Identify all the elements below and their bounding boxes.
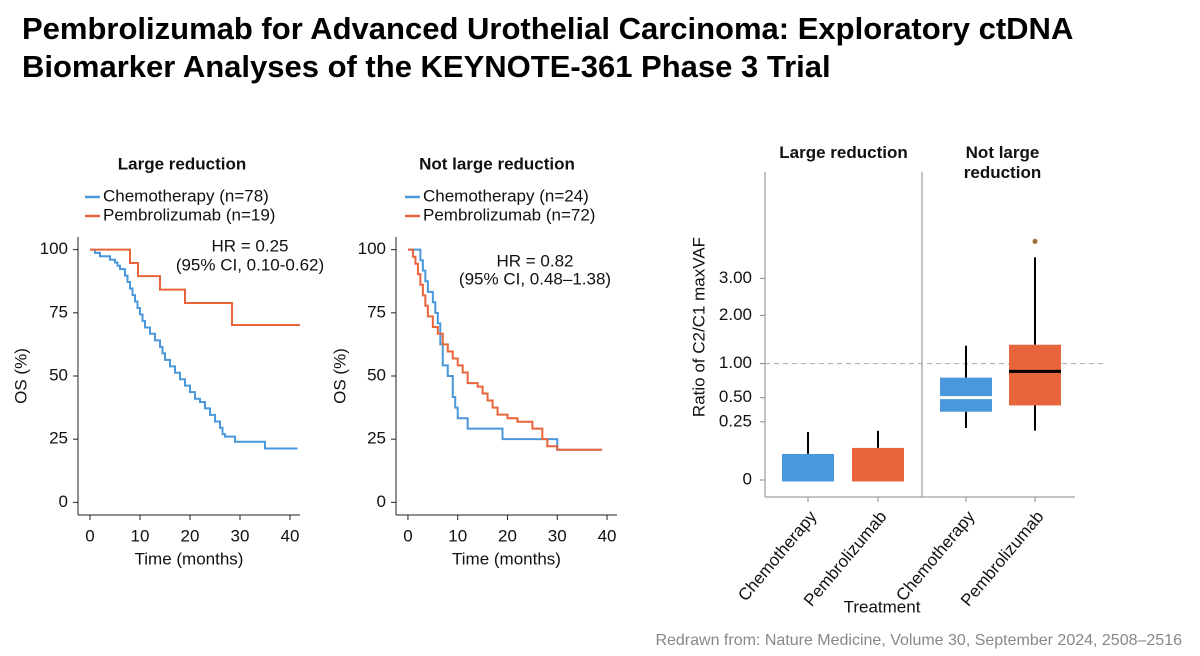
annotation: HR = 0.25 <box>211 236 288 255</box>
x-tick-label: 40 <box>281 526 300 545</box>
y-tick-label: 100 <box>40 239 68 258</box>
panel-title: Large reduction <box>779 143 908 162</box>
panel-title: Not large reduction <box>963 143 1042 182</box>
panel-title-box: Not large reduction <box>963 143 1042 182</box>
survival-curve <box>407 248 603 451</box>
legend-label: Pembrolizumab (n=72) <box>423 205 595 224</box>
chart-title: Large reduction <box>118 154 246 173</box>
x-axis-label: Time (months) <box>135 549 244 568</box>
y-tick-label: 50 <box>49 365 68 384</box>
y-tick-label: 75 <box>49 302 68 321</box>
survival-curve <box>90 248 300 326</box>
legend-label: Chemotherapy (n=78) <box>103 186 269 205</box>
y-tick-label: 0 <box>377 492 386 511</box>
source-note: Redrawn from: Nature Medicine, Volume 30… <box>655 632 1182 649</box>
y-tick-label: 100 <box>358 239 386 258</box>
legend-label: Pembrolizumab (n=19) <box>103 205 275 224</box>
y-tick-label: 50 <box>367 365 386 384</box>
y-tick-label: 3.00 <box>719 268 752 287</box>
y-tick-label: 0 <box>59 492 68 511</box>
x-tick-label: 20 <box>181 526 200 545</box>
box <box>782 453 834 480</box>
annotation: (95% CI, 0.10-0.62) <box>176 255 324 274</box>
y-axis-label: OS (%) <box>11 348 30 404</box>
y-axis-label: OS (%) <box>330 348 349 404</box>
chart-title: Not large reduction <box>419 154 575 173</box>
x-tick-label: 20 <box>498 526 517 545</box>
survival-curve <box>407 248 603 451</box>
x-tick-label: 30 <box>548 526 567 545</box>
y-axis-label: Ratio of C2/C1 maxVAF <box>689 237 708 417</box>
x-axis-label: Treatment <box>844 597 921 616</box>
y-tick-label: 25 <box>367 429 386 448</box>
box <box>852 447 904 480</box>
survival-curve <box>90 248 298 450</box>
y-tick-label: 2.00 <box>719 305 752 324</box>
y-tick-label: 1.00 <box>719 353 752 372</box>
annotation: HR = 0.82 <box>496 251 573 270</box>
outlier <box>1032 238 1038 244</box>
x-axis-label: Time (months) <box>452 549 561 568</box>
panel-title-box: Large reduction <box>779 143 908 162</box>
y-tick-label: 0.25 <box>719 411 752 430</box>
y-tick-label: 75 <box>367 302 386 321</box>
legend-label: Chemotherapy (n=24) <box>423 186 589 205</box>
x-tick-label: 0 <box>403 526 412 545</box>
x-tick-label: 0 <box>85 526 94 545</box>
annotation: (95% CI, 0.48–1.38) <box>459 269 611 288</box>
y-tick-label: 25 <box>49 429 68 448</box>
x-tick-label: 10 <box>131 526 150 545</box>
box <box>1009 344 1061 406</box>
y-tick-label: 0 <box>743 469 752 488</box>
page-title: Pembrolizumab for Advanced Urothelial Ca… <box>22 11 1073 84</box>
y-tick-label: 0.50 <box>719 387 752 406</box>
x-tick-label: 10 <box>448 526 467 545</box>
x-tick-label: 40 <box>598 526 617 545</box>
x-tick-label: 30 <box>231 526 250 545</box>
box <box>940 377 992 412</box>
